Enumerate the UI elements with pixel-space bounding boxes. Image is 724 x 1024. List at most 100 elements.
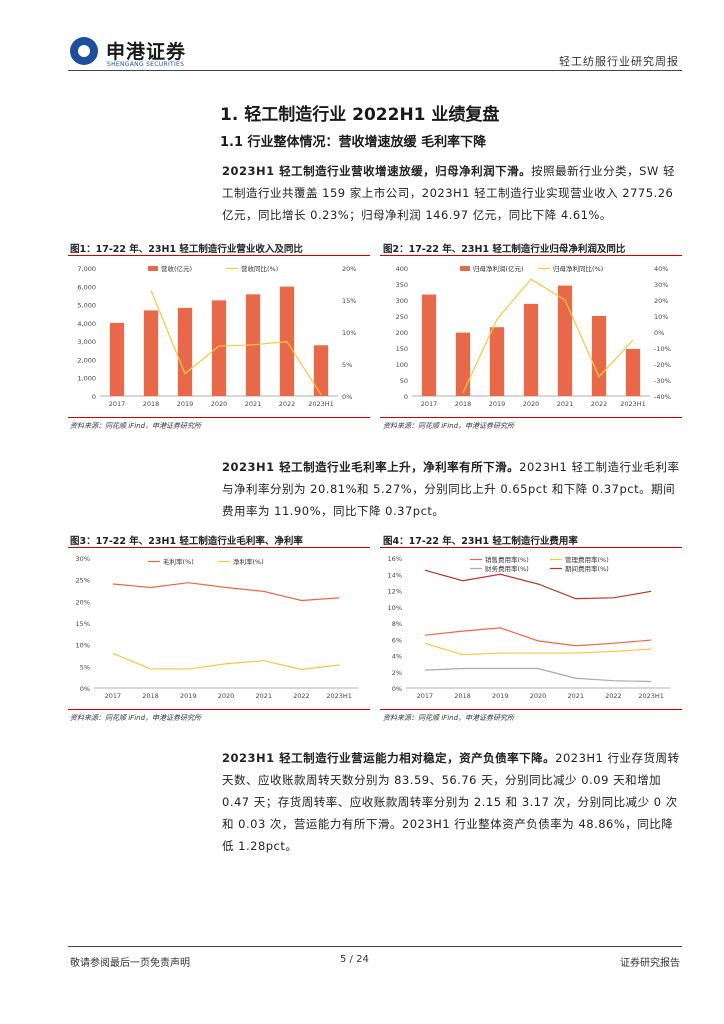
- bar: [143, 310, 159, 396]
- company-name-en: SHENGANG SECURITIES: [107, 61, 185, 68]
- series-line: [112, 652, 340, 670]
- y-left-tick: 300: [396, 297, 408, 305]
- x-tick: 2022: [605, 692, 622, 700]
- footer-right: 证券研究报告: [620, 958, 680, 969]
- x-tick: 2022: [293, 692, 310, 700]
- legend-swatch-bar: [148, 266, 158, 271]
- fig2-source: 资料来源：同花顺 iFind，申港证券研究所: [383, 422, 515, 430]
- series-line: [424, 642, 652, 656]
- legend-label: 财务费用率(%): [485, 564, 529, 573]
- y-tick: 0%: [80, 685, 90, 693]
- y-left-tick: 250: [396, 313, 408, 321]
- legend-label: 销售费用率(%): [485, 555, 529, 564]
- y-left-tick: 350: [396, 281, 408, 289]
- paragraph-2-body: 2023H1 轻工制造行业毛利率与净利率分别为 20.81%和 5.27%，分别…: [222, 460, 680, 518]
- y-right-tick: 5%: [342, 361, 352, 369]
- y-left-tick: 100: [396, 361, 408, 369]
- fig2-title: 图2：17-22 年、23H1 轻工制造行业归母净利润及同比: [383, 244, 626, 255]
- y-right-tick: -40%: [654, 393, 671, 401]
- paragraph-2: 2023H1 轻工制造行业毛利率上升，净利率有所下滑。2023H1 轻工制造行业…: [222, 456, 682, 522]
- y-left-tick: 50: [400, 377, 408, 385]
- y-left-tick: 0: [92, 393, 96, 401]
- paragraph-1-lead: 2023H1 轻工制造行业营收增速放缓，归母净利润下滑。: [222, 164, 532, 178]
- x-tick: 2019: [180, 692, 197, 700]
- fig4-title: 图4：17-22 年、23H1 轻工制造行业费用率: [383, 536, 578, 547]
- x-tick: 2017: [109, 400, 126, 408]
- y-left-tick: 2,000: [77, 356, 96, 364]
- y-left-tick: 3,000: [77, 338, 96, 346]
- legend-label: 归母净利同比(%): [553, 264, 603, 273]
- x-tick: 2017: [105, 692, 122, 700]
- x-tick: 2020: [530, 692, 547, 700]
- legend-label: 毛利率(%): [163, 557, 194, 566]
- x-tick: 2018: [455, 400, 472, 408]
- fig1-source: 资料来源：同花顺 iFind，申港证券研究所: [70, 422, 202, 430]
- bar: [211, 300, 227, 396]
- x-tick: 2022: [591, 400, 608, 408]
- subsection-heading: 1.1 行业整体情况：营收增速放缓 毛利率下降: [220, 135, 487, 150]
- y-left-tick: 200: [396, 329, 408, 337]
- bar: [557, 285, 573, 396]
- y-right-tick: 20%: [342, 265, 356, 273]
- fig3-title: 图3：17-22 年、23H1 轻工制造行业毛利率、净利率: [70, 536, 303, 547]
- y-right-tick: 0%: [342, 393, 352, 401]
- x-tick: 2023H1: [620, 400, 646, 408]
- y-right-tick: -10%: [654, 345, 671, 353]
- paragraph-3: 2023H1 轻工制造行业营运能力相对稳定，资产负债率下降。2023H1 行业存…: [222, 747, 682, 857]
- fig2-box: 400 350 300 250 200 150 100 50 0 40% 30% 20% 10% 0% -1…: [380, 255, 682, 418]
- x-tick: 2018: [454, 692, 471, 700]
- y-left-tick: 6,000: [77, 283, 96, 291]
- paragraph-3-lead: 2023H1 轻工制造行业营运能力相对稳定，资产负债率下降。: [222, 751, 556, 765]
- legend-label: 管理费用率(%): [565, 555, 609, 564]
- series-line: [424, 667, 652, 683]
- y-right-tick: 15%: [342, 297, 356, 305]
- y-left-tick: 150: [396, 345, 408, 353]
- y-left-tick: 1,000: [77, 375, 96, 383]
- x-tick: 2020: [523, 400, 540, 408]
- fig2-chart: 400 350 300 250 200 150 100 50 0 40% 30% 20% 10% 0% -1…: [396, 264, 671, 408]
- x-tick: 2021: [567, 692, 584, 700]
- y-right-tick: 0%: [654, 329, 664, 337]
- x-tick: 2023H1: [308, 400, 334, 408]
- x-tick: 2019: [492, 692, 509, 700]
- legend-label: 净利率(%): [233, 557, 264, 566]
- fig4-chart: 16% 14% 12% 10% 8% 6% 4% 2% 0% 2017 2018 2019 2020 20…: [388, 555, 670, 700]
- series-line: [462, 278, 634, 394]
- x-tick: 2023H1: [638, 692, 664, 700]
- paragraph-2-lead: 2023H1 轻工制造行业毛利率上升，净利率有所下滑。: [222, 460, 520, 474]
- footer-disclaimer: 敬请参阅最后一页免责声明: [70, 958, 190, 969]
- legend-label: 营收同比(%): [241, 264, 278, 273]
- y-left-tick: 0: [404, 393, 408, 401]
- report-type: 轻工纺服行业研究周报: [559, 55, 679, 68]
- y-tick: 10%: [388, 604, 402, 612]
- y-tick: 30%: [76, 555, 90, 563]
- x-tick: 2017: [421, 400, 438, 408]
- x-tick: 2022: [279, 400, 296, 408]
- y-tick: 8%: [392, 620, 402, 628]
- legend-label: 归母净利润(亿元): [473, 264, 524, 273]
- bar: [523, 303, 539, 396]
- x-tick: 2020: [211, 400, 228, 408]
- x-tick: 2018: [143, 400, 160, 408]
- fig3-chart: 30% 25% 20% 15% 10% 5% 0% 2017 2018 2019 2020 2021 2…: [76, 555, 358, 700]
- series-line: [112, 582, 340, 602]
- y-left-tick: 4,000: [77, 320, 96, 328]
- x-tick: 2021: [255, 692, 272, 700]
- x-tick: 2021: [557, 400, 574, 408]
- y-tick: 10%: [76, 642, 90, 650]
- x-tick: 2018: [142, 692, 159, 700]
- legend-label: 期间费用率(%): [565, 564, 609, 573]
- bar: [177, 307, 193, 396]
- legend-swatch-bar: [460, 266, 470, 271]
- company-name: 申港证券: [106, 41, 187, 63]
- footer-divider: [68, 946, 682, 947]
- bar: [109, 322, 125, 396]
- y-right-tick: 20%: [654, 297, 668, 305]
- y-left-tick: 7,000: [77, 265, 96, 273]
- series-line: [424, 569, 652, 600]
- bar: [489, 327, 505, 396]
- fig1-chart: 7,000 6,000 5,000 4,000 3,000 2,000 1,000 0 20% 1…: [77, 264, 356, 408]
- y-tick: 0%: [392, 685, 402, 693]
- fig3-source: 资料来源：同花顺 iFind，申港证券研究所: [70, 714, 202, 722]
- section-heading: 1. 轻工制造行业 2022H1 业绩复盘: [220, 105, 500, 125]
